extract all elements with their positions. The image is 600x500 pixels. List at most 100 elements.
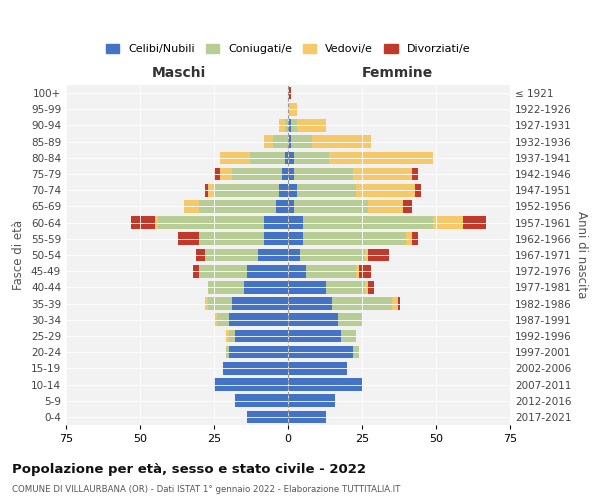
Bar <box>368 248 389 262</box>
Bar <box>329 152 433 164</box>
Bar <box>359 265 371 278</box>
Bar <box>229 314 288 326</box>
Bar <box>291 136 311 148</box>
Bar <box>297 184 356 196</box>
Bar <box>158 216 265 229</box>
Bar <box>288 87 291 100</box>
Bar <box>288 346 353 358</box>
Bar <box>205 248 259 262</box>
Bar <box>288 281 326 293</box>
Bar <box>247 265 288 278</box>
Bar <box>356 265 359 278</box>
Bar <box>223 362 288 374</box>
Bar <box>265 216 288 229</box>
Bar <box>214 314 217 326</box>
Bar <box>205 298 208 310</box>
Bar <box>288 184 297 196</box>
Bar <box>193 265 199 278</box>
Bar <box>463 216 487 229</box>
Bar <box>356 184 415 196</box>
Bar <box>303 216 433 229</box>
Bar <box>288 103 297 116</box>
Bar <box>214 168 220 180</box>
Bar <box>403 200 412 212</box>
Bar <box>273 136 288 148</box>
Bar <box>217 314 229 326</box>
Bar <box>412 232 418 245</box>
Bar <box>214 378 288 391</box>
Bar <box>353 168 412 180</box>
Bar <box>288 330 341 342</box>
Bar <box>265 136 273 148</box>
Bar <box>208 184 214 196</box>
Bar <box>199 265 247 278</box>
Bar <box>285 119 288 132</box>
Bar <box>196 248 205 262</box>
Bar <box>300 248 365 262</box>
Bar <box>294 152 329 164</box>
Text: Maschi: Maschi <box>151 66 206 80</box>
Bar <box>229 330 235 342</box>
Bar <box>288 136 291 148</box>
Y-axis label: Anni di nascita: Anni di nascita <box>575 212 588 298</box>
Bar <box>214 184 279 196</box>
Bar <box>131 216 155 229</box>
Bar <box>288 314 338 326</box>
Bar <box>282 168 288 180</box>
Bar <box>297 119 326 132</box>
Bar <box>199 232 265 245</box>
Bar <box>232 298 288 310</box>
Bar <box>244 281 288 293</box>
Bar <box>288 298 332 310</box>
Bar <box>392 298 398 310</box>
Bar <box>250 152 285 164</box>
Bar <box>368 200 403 212</box>
Bar <box>303 232 406 245</box>
Bar <box>332 298 392 310</box>
Bar <box>178 232 199 245</box>
Bar <box>155 216 158 229</box>
Bar <box>415 184 421 196</box>
Bar <box>365 281 368 293</box>
Bar <box>288 378 362 391</box>
Bar <box>368 281 374 293</box>
Bar <box>184 200 199 212</box>
Bar <box>288 394 335 407</box>
Bar <box>220 168 232 180</box>
Bar <box>341 330 356 342</box>
Bar <box>279 184 288 196</box>
Text: COMUNE DI VILLAURBANA (OR) - Dati ISTAT 1° gennaio 2022 - Elaborazione TUTTITALI: COMUNE DI VILLAURBANA (OR) - Dati ISTAT … <box>12 485 400 494</box>
Bar <box>259 248 288 262</box>
Bar <box>412 168 418 180</box>
Bar <box>288 265 306 278</box>
Bar <box>285 152 288 164</box>
Bar <box>338 314 362 326</box>
Bar <box>433 216 463 229</box>
Bar <box>226 330 229 342</box>
Bar <box>326 281 365 293</box>
Bar <box>265 232 288 245</box>
Bar <box>279 119 285 132</box>
Bar <box>288 119 291 132</box>
Bar <box>365 248 368 262</box>
Bar <box>288 152 294 164</box>
Bar <box>288 248 300 262</box>
Bar <box>235 394 288 407</box>
Bar <box>208 281 244 293</box>
Bar <box>226 346 229 358</box>
Bar <box>235 330 288 342</box>
Bar <box>306 265 356 278</box>
Text: Femmine: Femmine <box>362 66 433 80</box>
Bar <box>229 346 288 358</box>
Bar <box>288 216 303 229</box>
Bar <box>406 232 412 245</box>
Bar <box>311 136 371 148</box>
Bar <box>288 168 294 180</box>
Legend: Celibi/Nubili, Coniugati/e, Vedovi/e, Divorziati/e: Celibi/Nubili, Coniugati/e, Vedovi/e, Di… <box>101 40 475 59</box>
Text: Popolazione per età, sesso e stato civile - 2022: Popolazione per età, sesso e stato civil… <box>12 462 366 475</box>
Bar <box>294 200 368 212</box>
Bar <box>220 152 250 164</box>
Bar <box>247 410 288 423</box>
Bar <box>288 410 326 423</box>
Bar <box>288 362 347 374</box>
